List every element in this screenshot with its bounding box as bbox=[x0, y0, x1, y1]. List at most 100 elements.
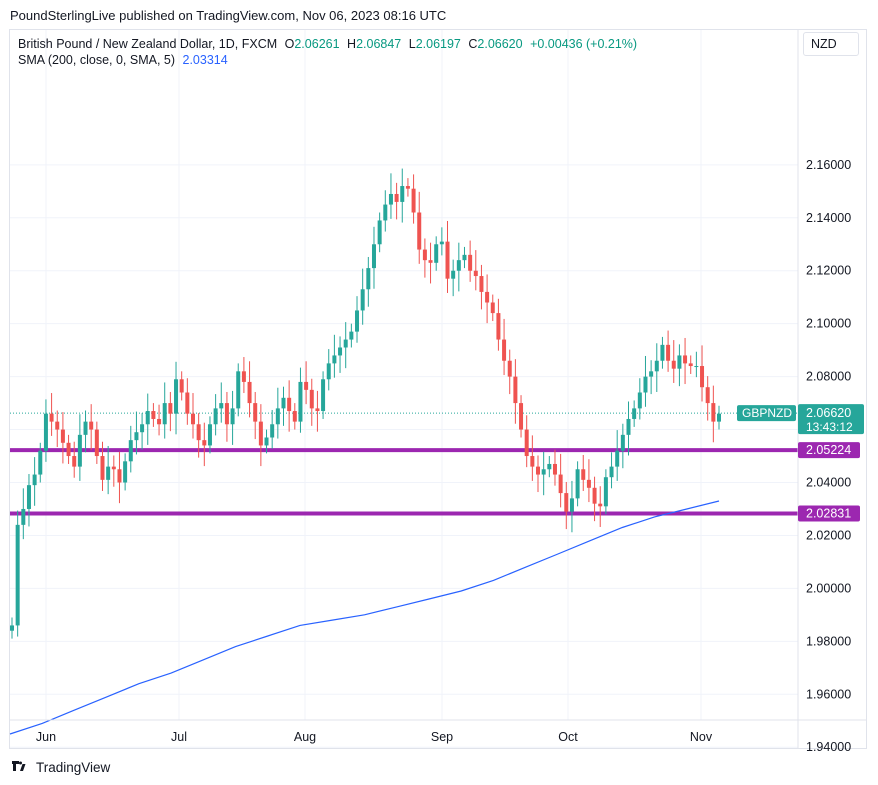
candle-body bbox=[632, 408, 637, 419]
candle-body bbox=[168, 403, 173, 414]
tradingview-logo-icon bbox=[12, 760, 26, 771]
candle-body bbox=[569, 498, 574, 512]
candle-body bbox=[236, 371, 241, 409]
candle-body bbox=[564, 493, 569, 512]
candle-body bbox=[202, 440, 207, 446]
candle-body bbox=[287, 397, 292, 412]
candle-body bbox=[694, 366, 699, 368]
candle-body bbox=[100, 456, 105, 480]
y-tick-label: 1.98000 bbox=[806, 634, 851, 648]
candle-body bbox=[400, 186, 405, 202]
symbol-tag bbox=[737, 405, 796, 422]
countdown-label: 13:43:12 bbox=[806, 420, 853, 434]
y-tick-label: 2.00000 bbox=[806, 581, 851, 595]
candle-body bbox=[360, 289, 365, 311]
candle-body bbox=[688, 363, 693, 367]
candle-body bbox=[332, 355, 337, 364]
candle-body bbox=[411, 188, 416, 213]
candle-body bbox=[654, 360, 659, 372]
candle-body bbox=[26, 485, 31, 509]
candle-body bbox=[315, 408, 320, 412]
candle-body bbox=[422, 249, 427, 261]
candle-body bbox=[157, 418, 162, 425]
candle-body bbox=[21, 508, 26, 525]
candle-body bbox=[275, 408, 280, 425]
x-tick-label: Nov bbox=[690, 730, 713, 744]
legend-high: 2.06847 bbox=[356, 37, 402, 51]
sma-200-line bbox=[9, 500, 720, 735]
candle-body bbox=[700, 366, 705, 388]
currency-button[interactable]: NZD bbox=[803, 32, 859, 56]
candle-body bbox=[49, 413, 54, 422]
candle-body bbox=[473, 270, 478, 277]
candle-body bbox=[207, 424, 212, 446]
candle-body bbox=[145, 411, 150, 425]
candle-body bbox=[575, 469, 580, 499]
candle-body bbox=[140, 424, 145, 433]
chart-frame bbox=[9, 29, 867, 749]
legend-sma-value: 2.03314 bbox=[182, 53, 228, 67]
candle-body bbox=[417, 212, 422, 250]
candle-body bbox=[66, 442, 71, 457]
candle-body bbox=[592, 487, 597, 504]
legend-high-label: H bbox=[347, 37, 357, 51]
candle-body bbox=[128, 440, 133, 462]
candle-body bbox=[258, 421, 263, 446]
footer-brand[interactable]: TradingView bbox=[10, 760, 110, 775]
candle-body bbox=[705, 387, 710, 404]
candle-body bbox=[123, 461, 128, 483]
candle-body bbox=[162, 403, 167, 425]
candle-body bbox=[89, 421, 94, 430]
candle-body bbox=[60, 429, 65, 443]
candle-body bbox=[253, 403, 258, 422]
legend-open: 2.06261 bbox=[294, 37, 340, 51]
candle-body bbox=[196, 424, 201, 441]
y-tick-label: 2.16000 bbox=[806, 158, 851, 172]
candle-body bbox=[241, 371, 246, 382]
legend-sma-label: SMA (200, close, 0, SMA, 5) bbox=[18, 53, 176, 67]
level-price-tag bbox=[798, 505, 860, 522]
candle-body bbox=[270, 424, 275, 438]
chart-legend: British Pound / New Zealand Dollar, 1D, … bbox=[18, 36, 637, 68]
y-tick-label: 2.12000 bbox=[806, 264, 851, 278]
level-price-label: 2.05224 bbox=[806, 443, 851, 457]
candle-body bbox=[43, 413, 48, 451]
last-price-label: 2.06620 bbox=[806, 406, 851, 420]
candle-body bbox=[683, 355, 688, 364]
candle-body bbox=[502, 339, 507, 361]
candle-body bbox=[111, 466, 116, 470]
footer-brand-label: TradingView bbox=[36, 760, 111, 775]
candle-body bbox=[649, 371, 654, 377]
candle-body bbox=[541, 469, 546, 475]
candle-body bbox=[479, 276, 484, 292]
candle-body bbox=[637, 392, 642, 409]
y-tick-label: 1.94000 bbox=[806, 740, 851, 754]
candle-body bbox=[603, 477, 608, 507]
candle-body bbox=[445, 241, 450, 279]
y-tick-label: 1.96000 bbox=[806, 687, 851, 701]
candle-body bbox=[94, 429, 99, 457]
candle-body bbox=[213, 408, 218, 425]
candle-body bbox=[671, 360, 676, 369]
candle-body bbox=[666, 344, 671, 361]
candle-body bbox=[304, 381, 309, 390]
candle-body bbox=[496, 313, 501, 340]
x-tick-label: Aug bbox=[294, 730, 316, 744]
candle-body bbox=[292, 411, 297, 422]
legend-change: +0.00436 (+0.21%) bbox=[530, 37, 638, 51]
candle-body bbox=[451, 270, 456, 279]
candle-body bbox=[83, 421, 88, 435]
candle-body bbox=[660, 344, 665, 361]
candle-body bbox=[224, 403, 229, 425]
candle-body bbox=[281, 397, 286, 409]
candle-body bbox=[264, 437, 269, 446]
candle-body bbox=[552, 463, 557, 475]
candle-body bbox=[598, 503, 603, 507]
candle-body bbox=[134, 432, 139, 441]
candle-body bbox=[586, 479, 591, 488]
candle-body bbox=[490, 302, 495, 314]
candle-body bbox=[349, 331, 354, 340]
candle-body bbox=[428, 260, 433, 263]
x-tick-label: Sep bbox=[431, 730, 453, 744]
